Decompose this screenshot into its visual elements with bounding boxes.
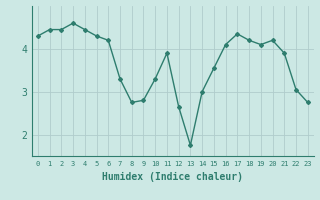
X-axis label: Humidex (Indice chaleur): Humidex (Indice chaleur) [102, 172, 243, 182]
